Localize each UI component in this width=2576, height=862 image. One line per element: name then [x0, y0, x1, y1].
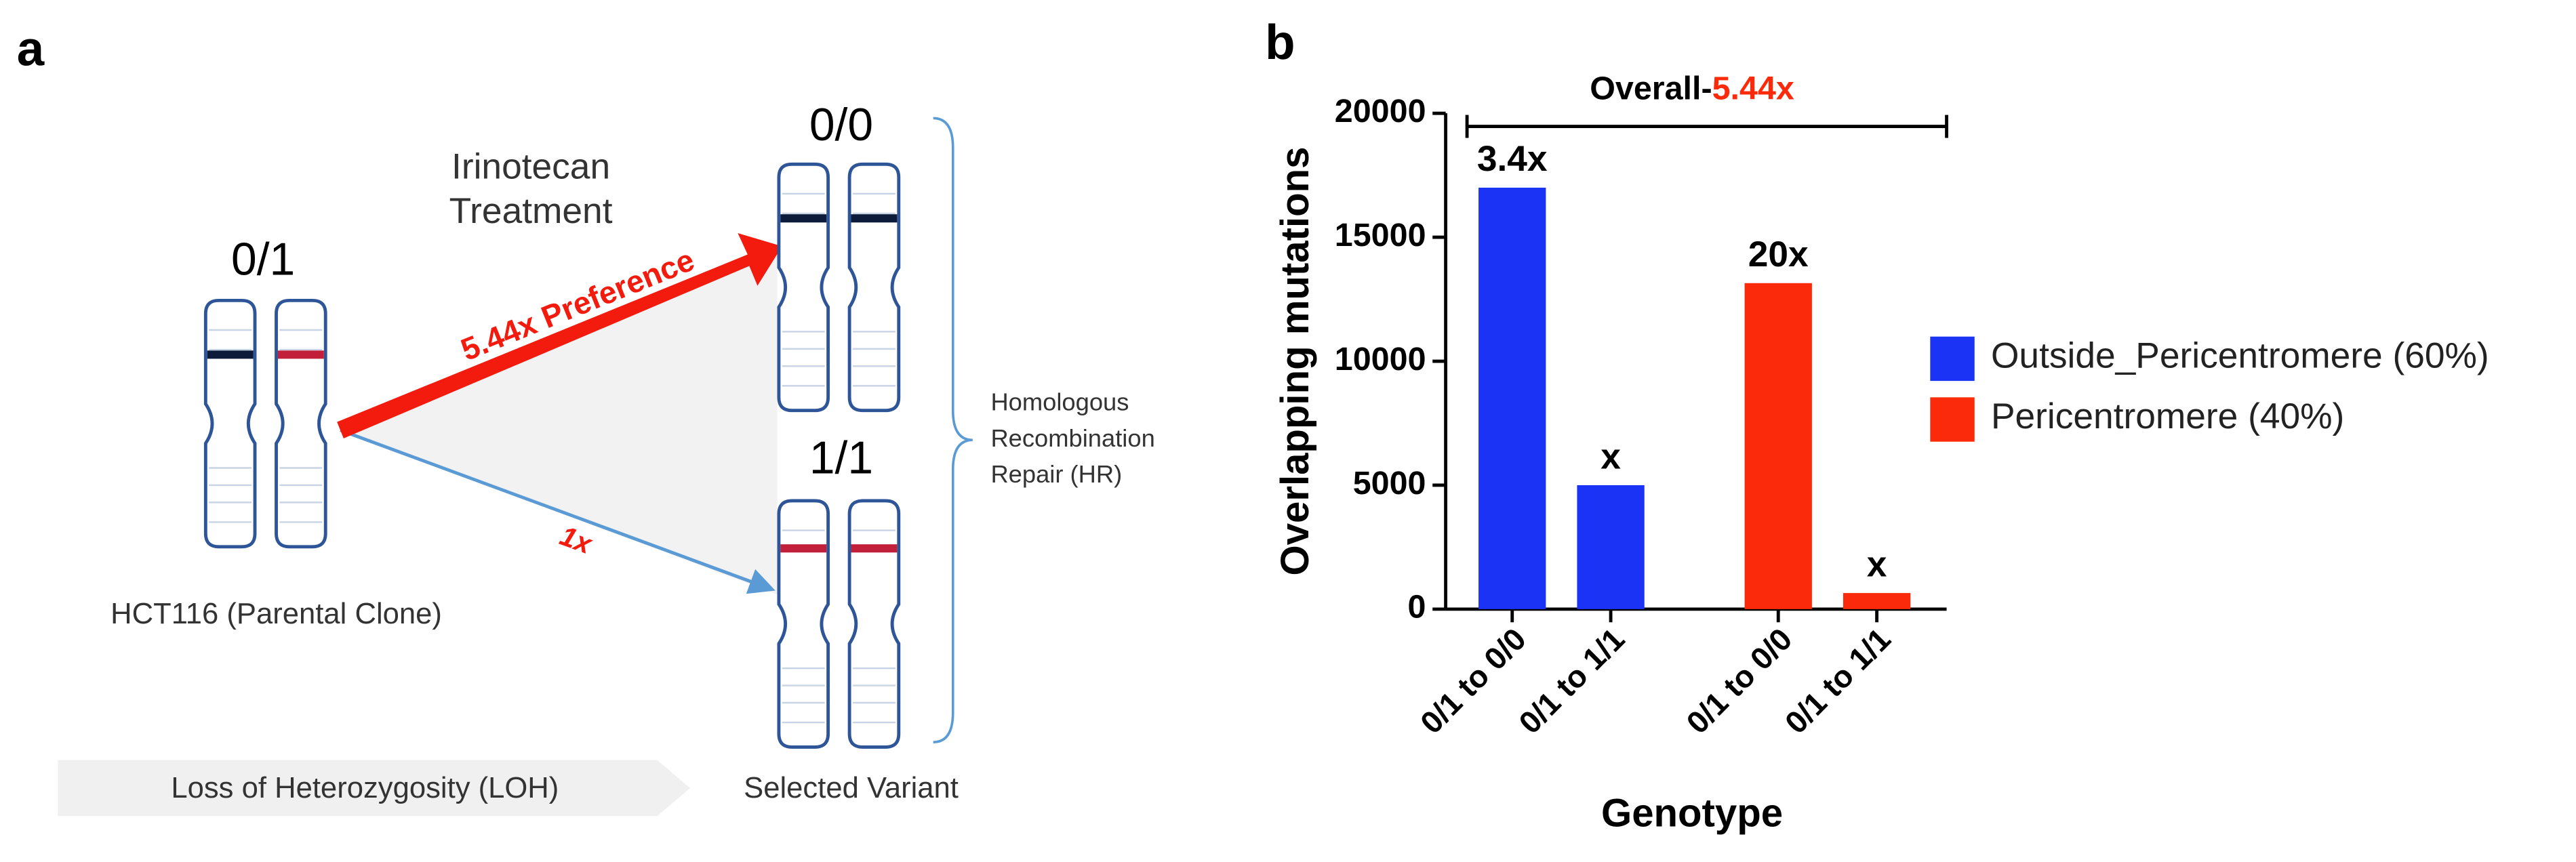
y-tick-label: 15000	[1335, 217, 1426, 253]
y-tick-label: 20000	[1335, 93, 1426, 129]
loh-band	[58, 760, 691, 817]
chromosome	[275, 298, 327, 549]
chromosome	[847, 499, 901, 749]
hr-label: Homologous	[990, 388, 1129, 416]
brace	[933, 117, 973, 743]
hr-label: Repair (HR)	[990, 460, 1122, 488]
shade	[340, 249, 778, 595]
parent-label: HCT116 (Parental Clone)	[110, 598, 442, 630]
legend-label: Outside_Pericentromere (60%)	[1991, 335, 2489, 375]
locus	[207, 350, 254, 359]
genotype: 1/1	[809, 433, 873, 484]
variant-label: Selected Variant	[744, 772, 959, 804]
overall-text: Overall-	[1590, 70, 1712, 106]
y-tick-label: 0	[1408, 589, 1426, 625]
chromosome	[777, 162, 830, 413]
legend-label: Pericentromere (40%)	[1991, 396, 2344, 436]
treatment: Irinotecan	[451, 147, 610, 187]
other-label: 1x	[556, 520, 597, 560]
x-axis-label: Genotype	[1601, 792, 1783, 836]
legend-swatch	[1930, 397, 1975, 442]
bar	[1478, 187, 1546, 609]
bar	[1843, 593, 1911, 609]
loh-label: Loss of Heterozygosity (LOH)	[171, 772, 559, 804]
bar-label: x	[1867, 544, 1887, 584]
genotype: 0/1	[231, 234, 295, 285]
bar	[1744, 283, 1812, 609]
y-tick-label: 10000	[1335, 341, 1426, 377]
arrow-1x	[340, 428, 776, 594]
treatment: Treatment	[449, 191, 613, 231]
locus	[277, 350, 324, 359]
overall-label: Overall-5.44x	[1590, 70, 1794, 106]
chromosome	[847, 162, 901, 413]
bar-label: x	[1601, 436, 1621, 476]
genotype: 0/0	[809, 100, 873, 150]
legend-swatch	[1930, 336, 1975, 382]
panel-label: a	[17, 22, 45, 77]
x-tick-label: 0/1 to 1/1	[1512, 621, 1631, 741]
bar-label: 3.4x	[1477, 139, 1548, 179]
x-tick-label: 0/1 to 0/0	[1413, 621, 1533, 741]
panel-label: b	[1265, 15, 1295, 70]
chromosome	[203, 298, 257, 549]
x-tick-label: 0/1 to 0/0	[1679, 621, 1798, 741]
locus	[780, 214, 827, 223]
locus	[780, 544, 827, 553]
locus	[851, 214, 898, 223]
overall-value: 5.44x	[1712, 70, 1794, 106]
bar	[1577, 485, 1645, 609]
chromosome	[777, 499, 830, 749]
y-axis-label: Overlapping mutations	[1273, 147, 1317, 576]
arrow-preference	[337, 233, 782, 438]
locus	[851, 544, 898, 553]
y-tick-label: 5000	[1353, 465, 1426, 501]
x-tick-label: 0/1 to 1/1	[1778, 621, 1897, 741]
hr-label: Recombination	[990, 424, 1154, 452]
bar-label: 20x	[1748, 234, 1809, 274]
